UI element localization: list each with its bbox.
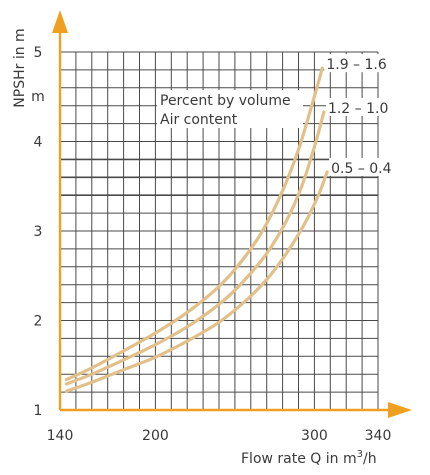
series-label-background	[329, 157, 388, 176]
x-tick-label: 140	[47, 428, 74, 444]
annotation-line-1: Percent by volume	[160, 93, 291, 109]
x-axis-title-suffix: /h	[363, 451, 377, 467]
x-axis-title: Flow rate Q in m3/h	[241, 449, 377, 467]
series-label-2: 1.2 – 1.0	[328, 101, 388, 117]
y-tick-label: 5	[34, 45, 43, 61]
curve-series-1	[64, 66, 324, 382]
series-label-3: 0.5 – 0.4	[331, 161, 392, 177]
y-tick-label: 1	[34, 403, 43, 419]
curves	[64, 66, 329, 393]
x-tick-label: 340	[365, 428, 392, 444]
y-unit-label: m	[31, 89, 45, 105]
axes	[52, 10, 412, 418]
y-tick-labels: 1 2 3 4 5	[34, 45, 43, 419]
series-labels: 1.9 – 1.6 1.2 – 1.0 0.5 – 0.4	[324, 54, 392, 177]
x-tick-label: 300	[301, 428, 328, 444]
x-axis-title-sup: 3	[357, 449, 363, 460]
y-axis-arrow	[52, 10, 68, 33]
curve-series-3	[64, 170, 329, 393]
curve-series-2	[64, 110, 326, 386]
series-label-background	[325, 97, 384, 116]
y-tick-label: 2	[34, 314, 43, 330]
annotation-background	[157, 90, 303, 128]
x-axis-arrow	[388, 402, 412, 418]
y-tick-label: 4	[34, 135, 43, 151]
x-tick-labels: 140 200 300 340	[47, 428, 392, 444]
x-axis-title-main: Flow rate Q in m	[241, 451, 357, 467]
y-axis-title: NPSHr in m	[12, 28, 28, 107]
series-label-1: 1.9 – 1.6	[326, 57, 387, 73]
x-tick-label: 200	[142, 428, 169, 444]
series-label-background	[324, 54, 383, 73]
y-tick-label: 3	[34, 224, 43, 240]
annotation-line-2: Air content	[160, 112, 238, 128]
